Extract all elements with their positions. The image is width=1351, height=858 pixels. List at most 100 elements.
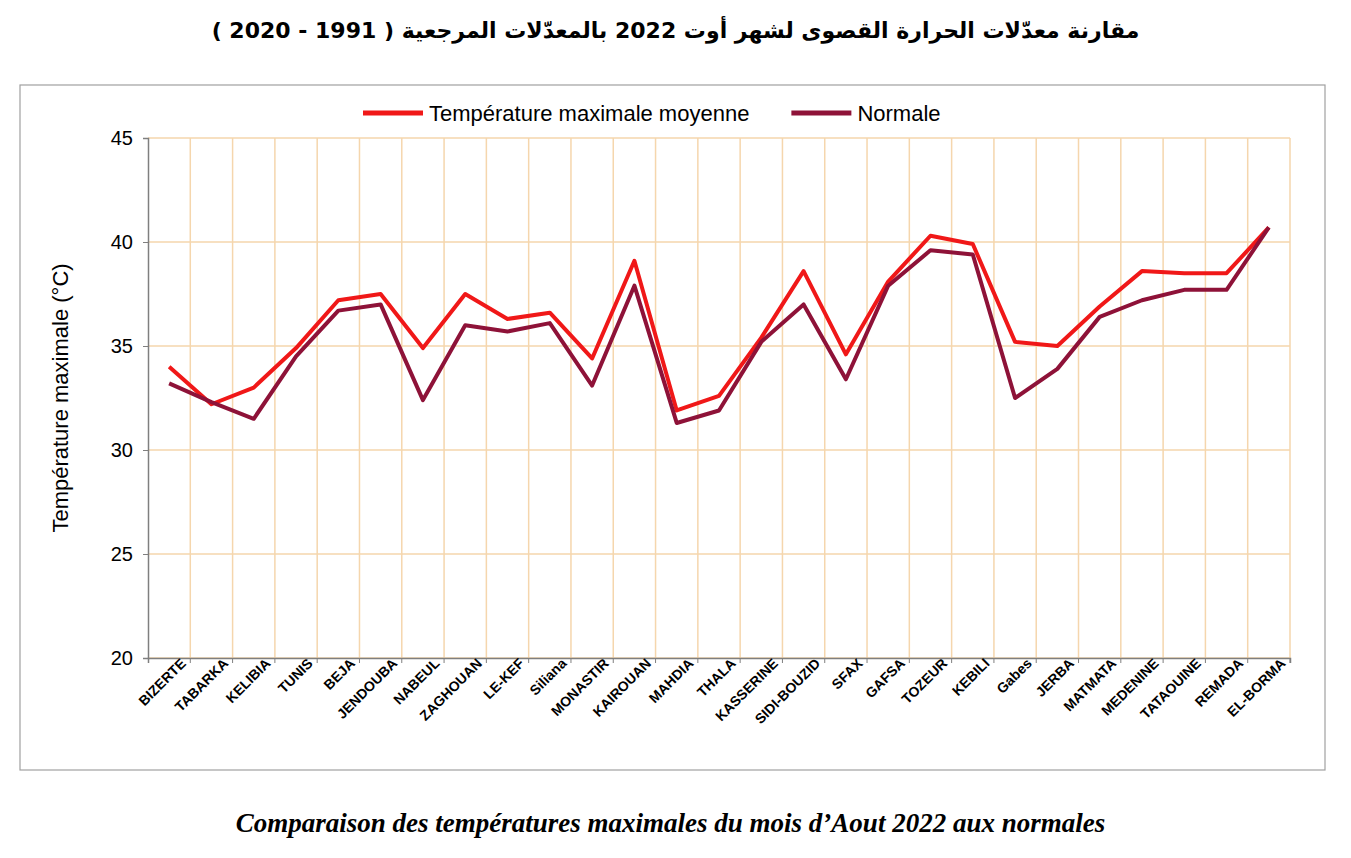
grid-line bbox=[316, 138, 318, 658]
tick: JENDOUBA bbox=[333, 655, 401, 722]
y-axis: 20 25 30 35 40 45 bbox=[111, 127, 149, 669]
tick-label: TABARKA bbox=[172, 655, 232, 715]
tick-label: KELIBIA bbox=[223, 655, 274, 706]
tick-label: TATAOUINE bbox=[1137, 655, 1204, 722]
grid-line bbox=[993, 138, 995, 658]
tick-mark bbox=[401, 658, 402, 663]
tick: TOZEUR bbox=[898, 655, 951, 707]
grid-line bbox=[739, 138, 741, 658]
tick-label: 45 bbox=[111, 127, 133, 149]
tick-label: 25 bbox=[111, 543, 133, 565]
tick-mark bbox=[824, 658, 825, 663]
grid-line bbox=[570, 138, 572, 658]
tick-mark bbox=[1290, 658, 1291, 663]
grid-line bbox=[697, 138, 699, 658]
grid-line bbox=[148, 241, 1290, 243]
tick-mark bbox=[613, 658, 614, 663]
tick: 25 bbox=[111, 543, 148, 565]
legend-swatch bbox=[363, 111, 423, 116]
tick-mark bbox=[1078, 658, 1079, 663]
line bbox=[169, 227, 1269, 410]
grid-line bbox=[148, 553, 1290, 555]
tick: 45 bbox=[111, 127, 148, 149]
title: مقارنة معدّلات الحرارة القصوى لشهر أوت 2… bbox=[212, 15, 1140, 44]
grid-line bbox=[274, 138, 276, 658]
tick-mark bbox=[143, 346, 148, 347]
tick-mark bbox=[444, 658, 445, 663]
grid-line bbox=[782, 138, 784, 658]
grid-line bbox=[401, 138, 403, 658]
grid-line bbox=[1120, 138, 1122, 658]
tick: TUNIS bbox=[275, 655, 317, 696]
grid-line bbox=[951, 138, 953, 658]
grid-line bbox=[486, 138, 488, 658]
legend-label: Normale bbox=[857, 101, 940, 126]
tick-label: 20 bbox=[111, 647, 133, 669]
tick-mark bbox=[740, 658, 741, 663]
tick-label: KAIROUAN bbox=[589, 655, 654, 720]
grid-line bbox=[613, 138, 615, 658]
tick: TABARKA bbox=[172, 655, 233, 715]
tick-mark bbox=[143, 450, 148, 451]
tick: 20 bbox=[111, 647, 148, 669]
tick-mark bbox=[867, 658, 868, 663]
grid-line bbox=[655, 138, 657, 658]
tick-mark bbox=[1120, 658, 1121, 663]
grid-line bbox=[148, 137, 1290, 139]
tick-mark bbox=[1036, 658, 1037, 663]
legend-item: Normale bbox=[791, 101, 940, 126]
grid-line bbox=[1162, 138, 1164, 658]
x-axis: BIZERTETABARKAKELIBIATUNISBEJAJENDOUBANA… bbox=[135, 655, 1290, 727]
axis-line bbox=[143, 139, 149, 659]
tick-label: 30 bbox=[111, 439, 133, 461]
grid-line bbox=[1289, 138, 1291, 658]
tick: SFAX bbox=[828, 655, 867, 693]
tick-mark bbox=[359, 658, 360, 663]
tick-label: EL-BORMA bbox=[1224, 655, 1289, 720]
legend-swatch bbox=[791, 111, 851, 116]
tick-label: 35 bbox=[111, 335, 133, 357]
legend: Température maximale moyenne Normale bbox=[363, 101, 941, 126]
tick-mark bbox=[143, 138, 148, 139]
tick: MAHDIA bbox=[646, 655, 698, 706]
tick: Gabes bbox=[993, 655, 1036, 697]
grid-line bbox=[1247, 138, 1249, 658]
tick-mark bbox=[993, 658, 994, 663]
grid bbox=[148, 138, 1290, 658]
line bbox=[169, 227, 1269, 423]
tick-mark bbox=[1247, 658, 1248, 663]
tick-label: JENDOUBA bbox=[333, 655, 400, 722]
tick: LE-KEF bbox=[480, 655, 528, 702]
grid-line bbox=[190, 138, 192, 658]
tick-label: TUNIS bbox=[275, 655, 316, 696]
tick: SIDI-BOUZID bbox=[752, 655, 825, 727]
tick: ZAGHOUAN bbox=[416, 655, 486, 724]
grid-line bbox=[909, 138, 911, 658]
grid-line bbox=[1078, 138, 1080, 658]
tick: 30 bbox=[111, 439, 148, 461]
tick: 40 bbox=[111, 231, 148, 253]
tick-mark bbox=[143, 242, 148, 243]
tick-label: KEBILI bbox=[949, 655, 993, 699]
tick: KAIROUAN bbox=[589, 655, 655, 720]
tick-mark bbox=[1163, 658, 1164, 663]
tick-mark bbox=[909, 658, 910, 663]
tick: BEJA bbox=[320, 655, 359, 693]
grid-line bbox=[148, 449, 1290, 451]
tick-label: ZAGHOUAN bbox=[416, 655, 485, 724]
grid-line bbox=[359, 138, 361, 658]
frame bbox=[20, 85, 1325, 770]
tick-mark bbox=[528, 658, 529, 663]
tick-mark bbox=[486, 658, 487, 663]
tick-mark bbox=[190, 658, 191, 663]
tick-mark bbox=[697, 658, 698, 663]
legend-label: Température maximale moyenne bbox=[429, 101, 749, 126]
tick-label: MAHDIA bbox=[646, 655, 697, 706]
tick-mark bbox=[274, 658, 275, 663]
tick-label: SIDI-BOUZID bbox=[752, 655, 824, 727]
tick-mark bbox=[951, 658, 952, 663]
tick-mark bbox=[570, 658, 571, 663]
tick: EL-BORMA bbox=[1224, 655, 1290, 720]
grid-line bbox=[528, 138, 530, 658]
legend-item: Température maximale moyenne bbox=[363, 101, 749, 126]
